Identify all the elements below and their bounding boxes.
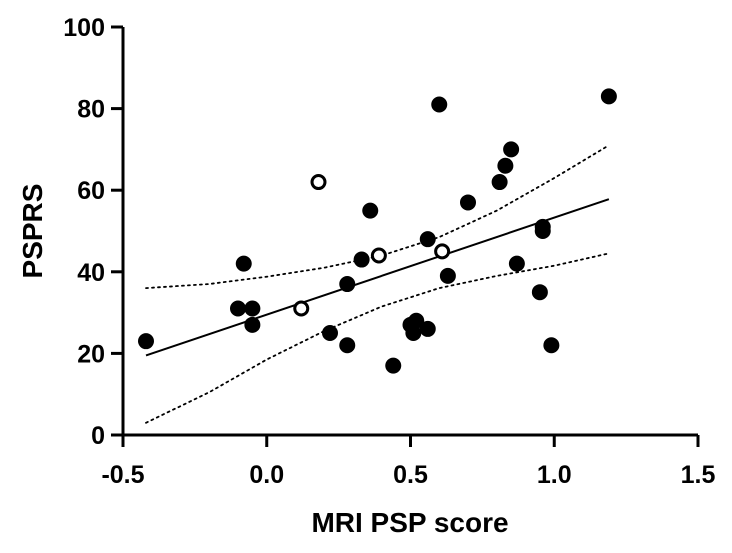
x-tick-label: 0.5	[393, 461, 428, 489]
open-data-point	[370, 247, 387, 264]
filled-data-point	[439, 267, 456, 284]
filled-data-point	[460, 194, 476, 211]
x-tick-label: 0.0	[249, 461, 284, 489]
filled-data-point	[339, 276, 356, 293]
filled-data-point	[244, 316, 261, 333]
x-axis-title: MRI PSP score	[311, 507, 508, 538]
filled-data-point	[543, 337, 560, 354]
filled-data-point	[408, 312, 425, 329]
fit-line-layer	[145, 198, 610, 357]
y-tick-label: 80	[77, 96, 105, 124]
filled-data-point	[419, 231, 436, 248]
y-tick-label: 20	[77, 340, 105, 368]
filled-data-point	[362, 202, 379, 219]
filled-data-point	[600, 88, 617, 105]
axes-layer	[121, 27, 698, 437]
data-points-layer	[138, 88, 617, 374]
y-tick-label: 60	[77, 177, 105, 205]
y-tick-label: 40	[77, 259, 105, 287]
y-axis-title: PSPRS	[17, 184, 48, 279]
y-tick-label: 100	[63, 14, 105, 42]
filled-data-point	[419, 320, 436, 337]
filled-data-point	[339, 337, 356, 354]
x-tick-label: 1.0	[537, 461, 572, 489]
x-tick-label: 1.5	[681, 461, 716, 489]
filled-data-point	[244, 300, 261, 317]
regression-line	[145, 198, 610, 357]
filled-data-point	[385, 357, 402, 374]
open-data-point	[434, 243, 451, 260]
filled-data-point	[508, 255, 525, 272]
filled-data-point	[353, 251, 370, 268]
open-data-point	[293, 300, 310, 317]
filled-data-point	[503, 141, 520, 158]
open-data-point	[310, 174, 327, 191]
confidence-band-lower	[145, 252, 610, 424]
filled-data-point	[497, 157, 514, 174]
filled-data-point	[138, 333, 154, 350]
filled-data-point	[322, 325, 338, 341]
filled-data-point	[235, 255, 252, 272]
filled-data-point	[431, 96, 448, 113]
filled-data-point	[534, 218, 551, 235]
y-tick-label: 0	[91, 422, 105, 450]
filled-data-point	[491, 174, 508, 191]
confidence-band-upper	[145, 144, 610, 289]
confidence-band-layer	[145, 144, 610, 424]
filled-data-point	[531, 284, 548, 301]
x-tick-label: -0.5	[101, 461, 144, 489]
filled-data-point	[230, 300, 246, 317]
ticks-layer: 0 20 40 60 80 100 -0.5 0.0 0.5 1.0 1.5	[63, 14, 715, 489]
